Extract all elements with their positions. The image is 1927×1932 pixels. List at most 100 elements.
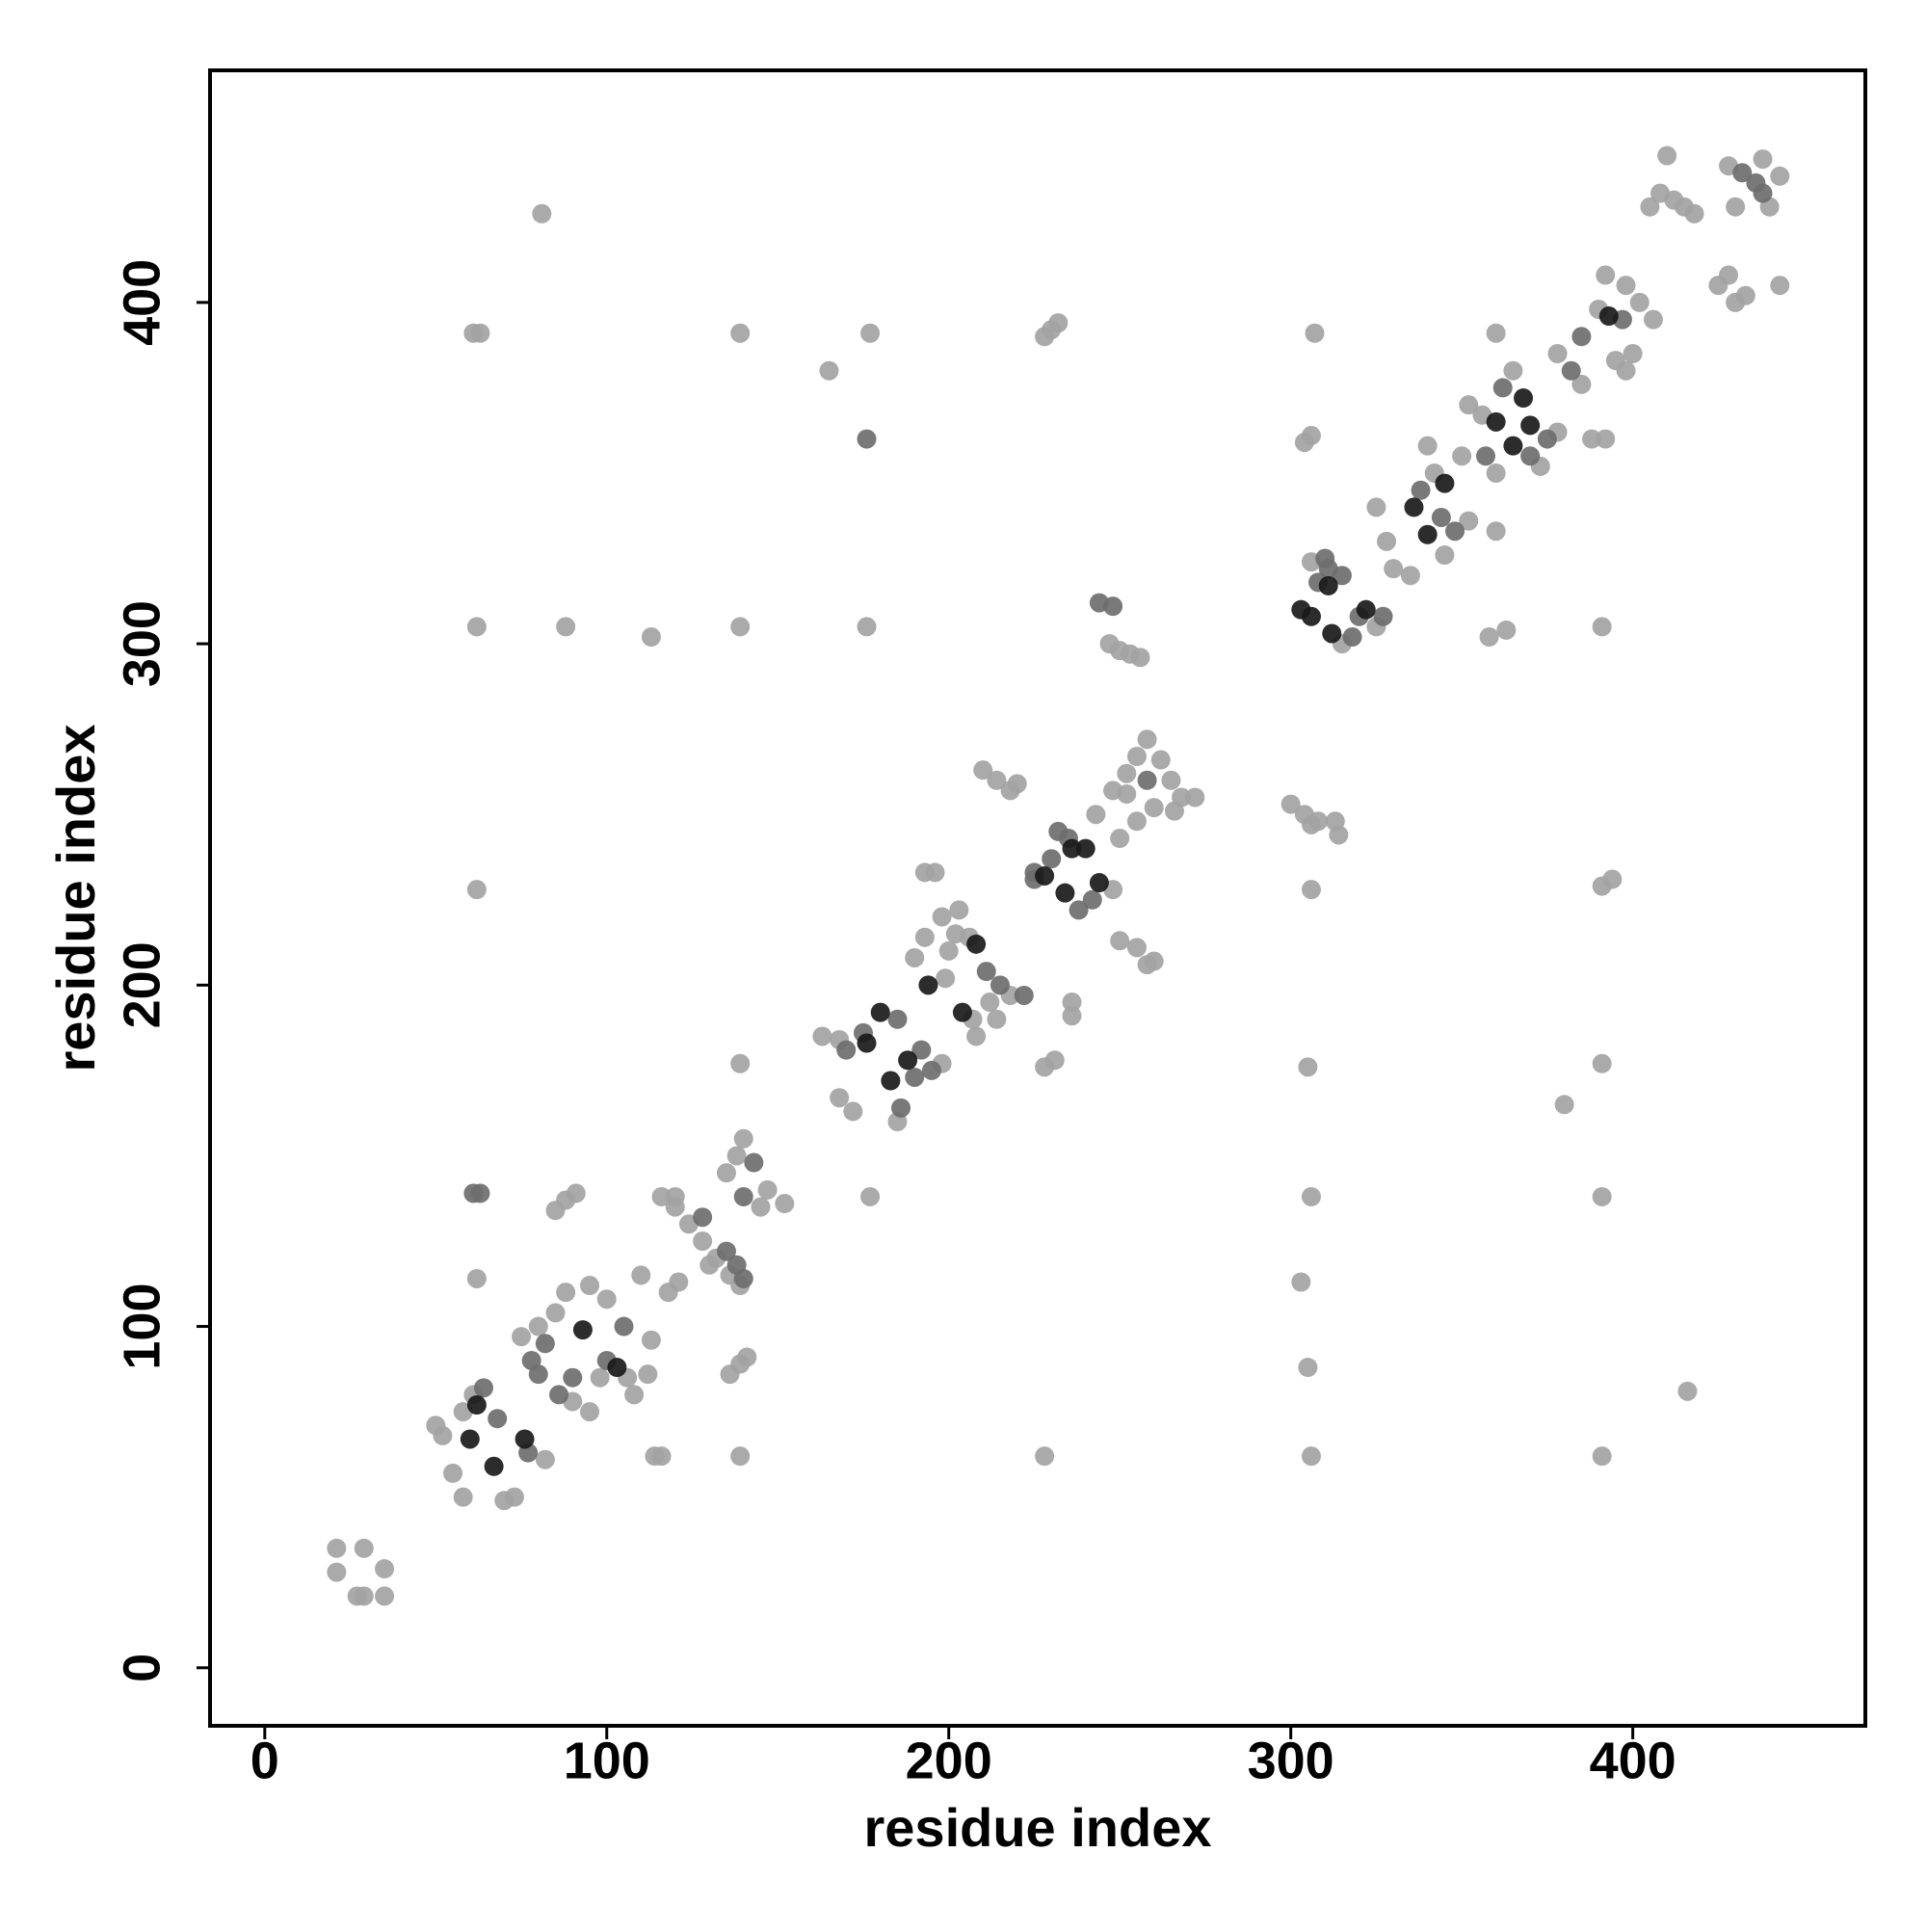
contact-point: [860, 1186, 881, 1206]
contact-point: [1445, 521, 1465, 542]
contact-point: [1137, 955, 1157, 975]
contact-point: [1075, 838, 1095, 859]
contact-point: [1305, 323, 1325, 343]
contact-point: [563, 1367, 583, 1388]
contact-point: [1301, 1186, 1321, 1206]
contact-point: [744, 1152, 764, 1173]
contact-point: [1596, 429, 1616, 449]
contact-point: [1657, 146, 1677, 166]
contact-point: [488, 1409, 508, 1429]
contact-point: [733, 1268, 753, 1288]
y-tick-label: 400: [113, 259, 171, 346]
contact-point: [572, 1320, 593, 1340]
contact-point: [775, 1194, 795, 1214]
contact-point: [375, 1559, 395, 1579]
contact-point: [1753, 183, 1773, 203]
y-tick-label: 100: [113, 1284, 171, 1370]
contact-point: [980, 992, 1000, 1013]
contact-point: [1366, 497, 1386, 517]
contact-point: [1684, 203, 1704, 224]
contact-point: [1571, 374, 1592, 394]
contact-point: [730, 617, 751, 637]
contact-point: [1301, 880, 1321, 900]
contact-point: [1435, 545, 1455, 566]
contact-point: [473, 1378, 493, 1398]
contact-point: [1770, 276, 1790, 296]
x-tick-label: 0: [251, 1732, 279, 1789]
contact-point: [1492, 378, 1513, 398]
contact-point: [515, 1429, 535, 1449]
contact-point: [466, 1268, 487, 1288]
contact-point: [1520, 446, 1541, 466]
contact-point: [857, 1033, 877, 1053]
contact-point: [1144, 798, 1164, 818]
contact-point: [830, 1088, 850, 1108]
contact-point: [1089, 873, 1109, 893]
contact-point: [1315, 548, 1335, 569]
contact-point: [624, 1385, 645, 1405]
contact-point: [1547, 344, 1568, 364]
contact-point: [1582, 429, 1602, 449]
contact-point: [556, 1283, 576, 1303]
contact-point: [651, 1186, 672, 1206]
contact-point: [1035, 1057, 1055, 1077]
contact-point: [1377, 531, 1397, 551]
contact-point: [466, 617, 487, 637]
contact-point: [1459, 511, 1479, 531]
contact-point: [1110, 931, 1130, 951]
contact-point: [1503, 436, 1523, 456]
contact-point: [1048, 313, 1069, 333]
contact-point: [1726, 197, 1746, 217]
contact-point: [1486, 463, 1506, 483]
y-axis-title: residue index: [45, 724, 106, 1072]
contact-point: [1301, 1446, 1321, 1467]
contact-point: [918, 975, 938, 995]
contact-point: [1035, 865, 1055, 886]
contact-point: [375, 1586, 395, 1606]
contact-point: [1643, 309, 1663, 330]
contact-point: [1035, 1446, 1055, 1467]
contact-point: [1342, 627, 1362, 648]
contact-point: [484, 1456, 504, 1476]
contact-point: [1301, 426, 1321, 446]
contact-point: [1592, 1446, 1612, 1467]
contact-point: [1291, 1272, 1311, 1292]
contact-point: [1596, 265, 1616, 285]
contact-point: [665, 1186, 685, 1206]
contact-point: [1356, 599, 1376, 620]
contact-point: [881, 1071, 901, 1091]
contact-point: [887, 1009, 908, 1029]
contact-point: [1598, 306, 1619, 327]
contact-point: [905, 947, 925, 967]
contact-point: [1554, 1095, 1574, 1115]
contact-point: [1475, 446, 1495, 466]
contact-point: [1479, 627, 1499, 648]
contact-point: [1042, 849, 1062, 869]
contact-point: [911, 1040, 932, 1060]
contact-point: [1623, 344, 1643, 364]
contact-point: [641, 627, 661, 648]
contact-point: [693, 1207, 713, 1228]
contact-point: [1677, 1381, 1698, 1401]
contact-point: [716, 1163, 736, 1183]
contact-point: [1616, 276, 1636, 296]
contact-point: [327, 1538, 347, 1558]
contact-point: [857, 429, 877, 449]
contact-point: [1055, 883, 1075, 903]
contact-point: [860, 323, 881, 343]
contact-point: [730, 1446, 751, 1467]
contact-point: [945, 924, 965, 944]
x-tick-label: 100: [564, 1732, 650, 1789]
contact-point: [905, 1067, 925, 1087]
contact-point: [1298, 1057, 1318, 1077]
contact-point: [1150, 750, 1171, 770]
contact-point: [966, 1026, 987, 1046]
contact-point: [1082, 889, 1102, 910]
contact-point: [857, 617, 877, 637]
contact-point: [1592, 1053, 1612, 1073]
contact-point: [596, 1289, 617, 1310]
contact-point: [1130, 648, 1150, 668]
contact-point: [1592, 617, 1612, 637]
